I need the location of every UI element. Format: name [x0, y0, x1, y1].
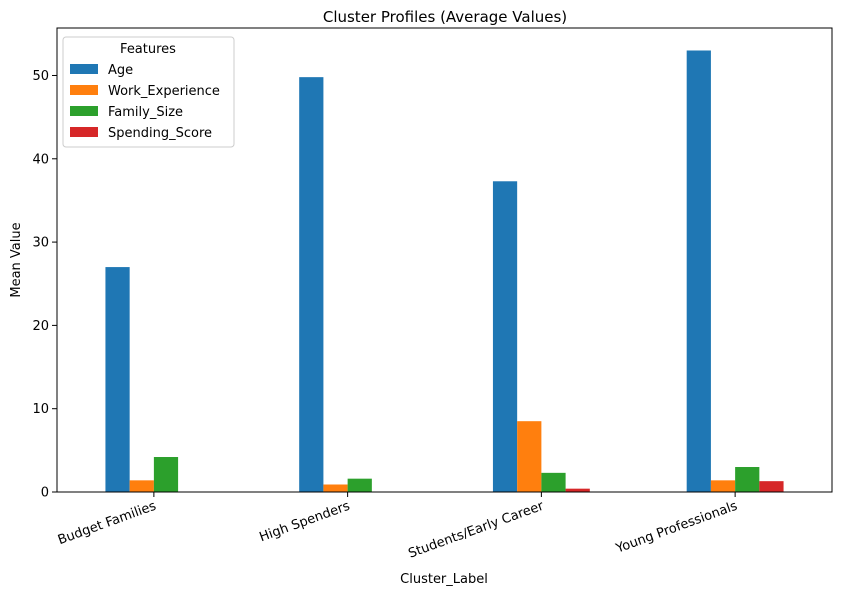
bar-work-experience-0 — [129, 480, 154, 492]
bar-family-size-2 — [541, 472, 566, 492]
legend-swatch-spending-score — [70, 127, 98, 137]
legend: Features Age Work_Experience Family_Size Sp… — [62, 36, 235, 148]
bar-age-2 — [492, 181, 518, 492]
legend-label-work-experience: Work_Experience — [108, 84, 220, 99]
chart-title: Cluster Profiles (Average Values) — [323, 8, 567, 26]
y-tick-label: 20 — [32, 319, 49, 334]
plot-frame — [56, 27, 833, 493]
x-axis-title: Cluster_Label — [400, 572, 488, 587]
bar-age-0 — [105, 267, 130, 492]
y-tick-label: 30 — [32, 236, 49, 251]
y-tick-label: 50 — [32, 69, 49, 84]
legend-label-family-size: Family_Size — [108, 105, 183, 120]
legend-swatch-age — [70, 64, 98, 74]
bar-age-3 — [686, 50, 711, 493]
legend-label-spending-score: Spending_Score — [108, 126, 212, 141]
legend-title: Features — [120, 42, 176, 57]
bar-work-experience-1 — [323, 484, 348, 492]
y-tick-label: 0 — [41, 486, 49, 501]
bar-work-experience-3 — [710, 480, 736, 492]
bar-family-size-0 — [153, 457, 179, 492]
bar-family-size-1 — [347, 478, 372, 492]
legend-swatch-family-size — [70, 106, 98, 116]
legend-label-age: Age — [108, 63, 133, 78]
bar-work-experience-2 — [517, 421, 542, 492]
y-axis-title: Mean Value — [9, 222, 24, 297]
bar-family-size-3 — [735, 467, 760, 492]
bar-spending-score-3 — [759, 481, 784, 492]
y-tick-label: 10 — [32, 402, 49, 417]
bar-age-1 — [299, 77, 324, 493]
legend-frame — [62, 36, 235, 148]
bars-layer — [105, 50, 784, 493]
bar-spending-score-2 — [565, 488, 590, 492]
y-axis: 0 10 20 30 40 50 — [32, 69, 57, 501]
legend-swatch-work-experience — [70, 85, 98, 95]
y-tick-label: 40 — [32, 152, 49, 167]
